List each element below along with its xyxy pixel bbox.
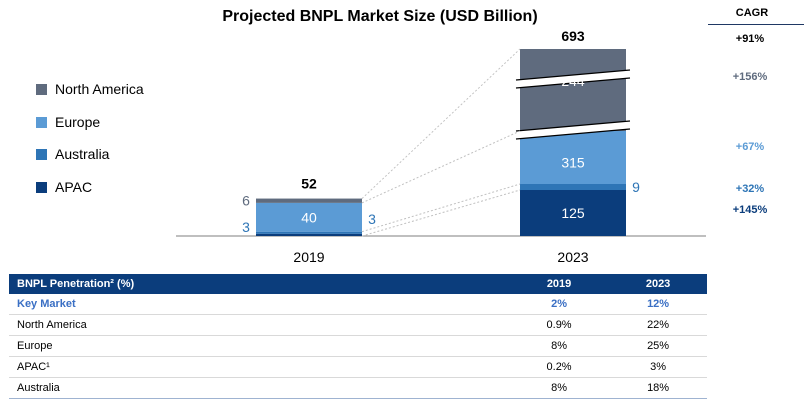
cagr-europe: +67% [735,141,765,153]
chart-title: Projected BNPL Market Size (USD Billion) [222,8,538,25]
legend-label-apac: APAC [55,179,93,195]
legend-label-europe: Europe [55,114,101,130]
bar-2019-europe [256,202,362,232]
stacked-bar-chart: 40 6 3 3 52 125 9 315 244 693 2019 2023 [176,28,706,265]
axis-break-upper-line-b [515,77,631,89]
data-label-2019-europe: 40 [301,209,317,225]
row-value-2023: 25% [609,335,707,357]
table-header-label: BNPL Penetration² (%) [9,274,509,294]
row-value-2023: 22% [609,314,707,336]
total-label-2023: 693 [561,28,585,44]
legend-label-north-america: North America [55,81,144,97]
legend-swatch-north-america [36,83,47,95]
axis-break-upper-gap [516,70,630,88]
row-value-2023: 12% [609,294,707,315]
bar-2019-apac [256,233,362,236]
data-label-2023-australia: 9 [632,179,640,195]
bar-2023-north-america-extension [520,49,626,71]
table-header-2023: 2023 [609,274,707,294]
table-row: APAC¹ 0.2% 3% [9,356,707,378]
row-label: Key Market [9,294,509,315]
legend-item-north-america: North America [36,80,144,98]
data-label-2023-apac: 125 [561,205,585,221]
cagr-header: CAGR [735,7,769,19]
row-label: North America [9,314,509,336]
penetration-table: BNPL Penetration² (%) 2019 2023 Key Mark… [9,274,707,399]
cagr-total: +91% [735,33,765,45]
data-label-2019-apac: 3 [242,219,250,235]
cagr-divider [708,24,804,25]
bar-2019-north-america [256,198,362,203]
row-value-2019: 8% [508,377,610,399]
row-label: APAC¹ [9,356,509,378]
table-row: Australia 8% 18% [9,377,707,399]
row-label: Australia [9,377,509,399]
legend-swatch-europe [36,116,47,128]
connector-line-0 [361,48,521,199]
axis-break-lower-line-b [515,128,631,140]
row-value-2019: 2% [508,294,610,315]
table-row: Europe 8% 25% [9,335,707,357]
axis-break-upper-line-a [515,69,631,81]
connector-line-2 [361,183,521,233]
legend-swatch-australia [36,148,47,160]
table-row: Key Market 2% 12% [9,294,707,315]
table-row: North America 0.9% 22% [9,314,707,336]
cagr-north-america: +156% [732,71,768,83]
row-value-2019: 0.2% [508,356,610,378]
data-label-2023-north-america: 244 [561,73,585,89]
connector-line-1 [361,130,521,204]
cagr-australia: +32% [735,183,765,195]
x-tick-label-2019: 2019 [293,249,324,265]
cagr-apac: +145% [732,204,768,216]
x-tick-label-2023: 2023 [557,249,588,265]
legend-label-australia: Australia [55,146,110,162]
table-header-row: BNPL Penetration² (%) 2019 2023 [9,274,707,294]
axis-break-lower-gap [516,121,630,139]
data-label-2023-europe: 315 [561,155,585,171]
axis-break-lower-line-a [515,120,631,132]
legend-item-apac: APAC [36,178,92,196]
bar-2023-australia [520,184,626,190]
row-label: Europe [9,335,509,357]
legend-item-europe: Europe [36,113,100,131]
row-value-2019: 8% [508,335,610,357]
data-label-2019-north-america: 6 [242,193,250,209]
bar-2023-europe [520,131,626,184]
bar-2019-australia [256,231,362,234]
table-header-2019: 2019 [508,274,610,294]
data-label-2019-australia: 3 [368,211,376,227]
row-value-2023: 18% [609,377,707,399]
row-value-2019: 0.9% [508,314,610,336]
total-label-2019: 52 [301,176,317,192]
legend-swatch-apac [36,181,47,193]
connector-line-3 [361,189,521,237]
legend-item-australia: Australia [36,145,109,163]
bar-2023-apac [520,190,626,236]
row-value-2023: 3% [609,356,707,378]
